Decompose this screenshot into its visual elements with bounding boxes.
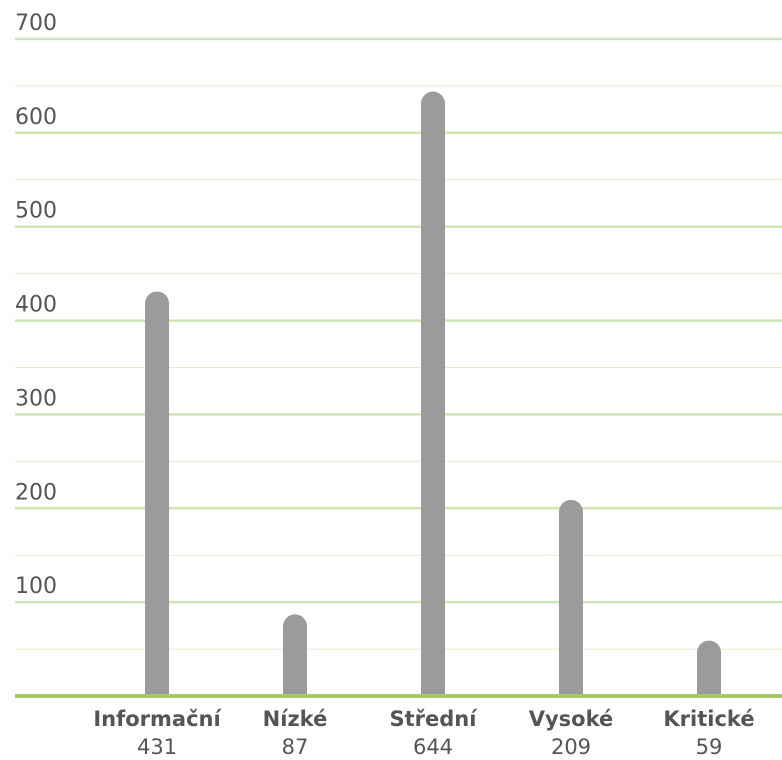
x-tick-label: Kritické: [663, 707, 754, 731]
x-tick-label: Vysoké: [529, 707, 614, 731]
value-label: 87: [282, 735, 309, 759]
bar: [421, 91, 446, 696]
bar: [559, 499, 583, 696]
y-tick-label: 700: [15, 11, 57, 36]
bar: [283, 614, 307, 696]
x-tick-label: Informační: [93, 707, 222, 731]
y-tick-label: 100: [15, 574, 57, 599]
bar: [697, 640, 721, 696]
y-tick-label: 400: [15, 293, 57, 318]
y-tick-label: 600: [15, 105, 57, 130]
value-label: 644: [413, 735, 453, 759]
x-tick-label: Nízké: [263, 707, 328, 731]
value-label: 431: [137, 735, 177, 759]
bar: [145, 291, 169, 696]
x-tick-label: Střední: [390, 707, 479, 731]
value-label: 59: [696, 735, 723, 759]
y-tick-label: 500: [15, 199, 57, 224]
y-tick-label: 300: [15, 386, 57, 411]
y-tick-label: 200: [15, 480, 57, 505]
value-label: 209: [551, 735, 591, 759]
